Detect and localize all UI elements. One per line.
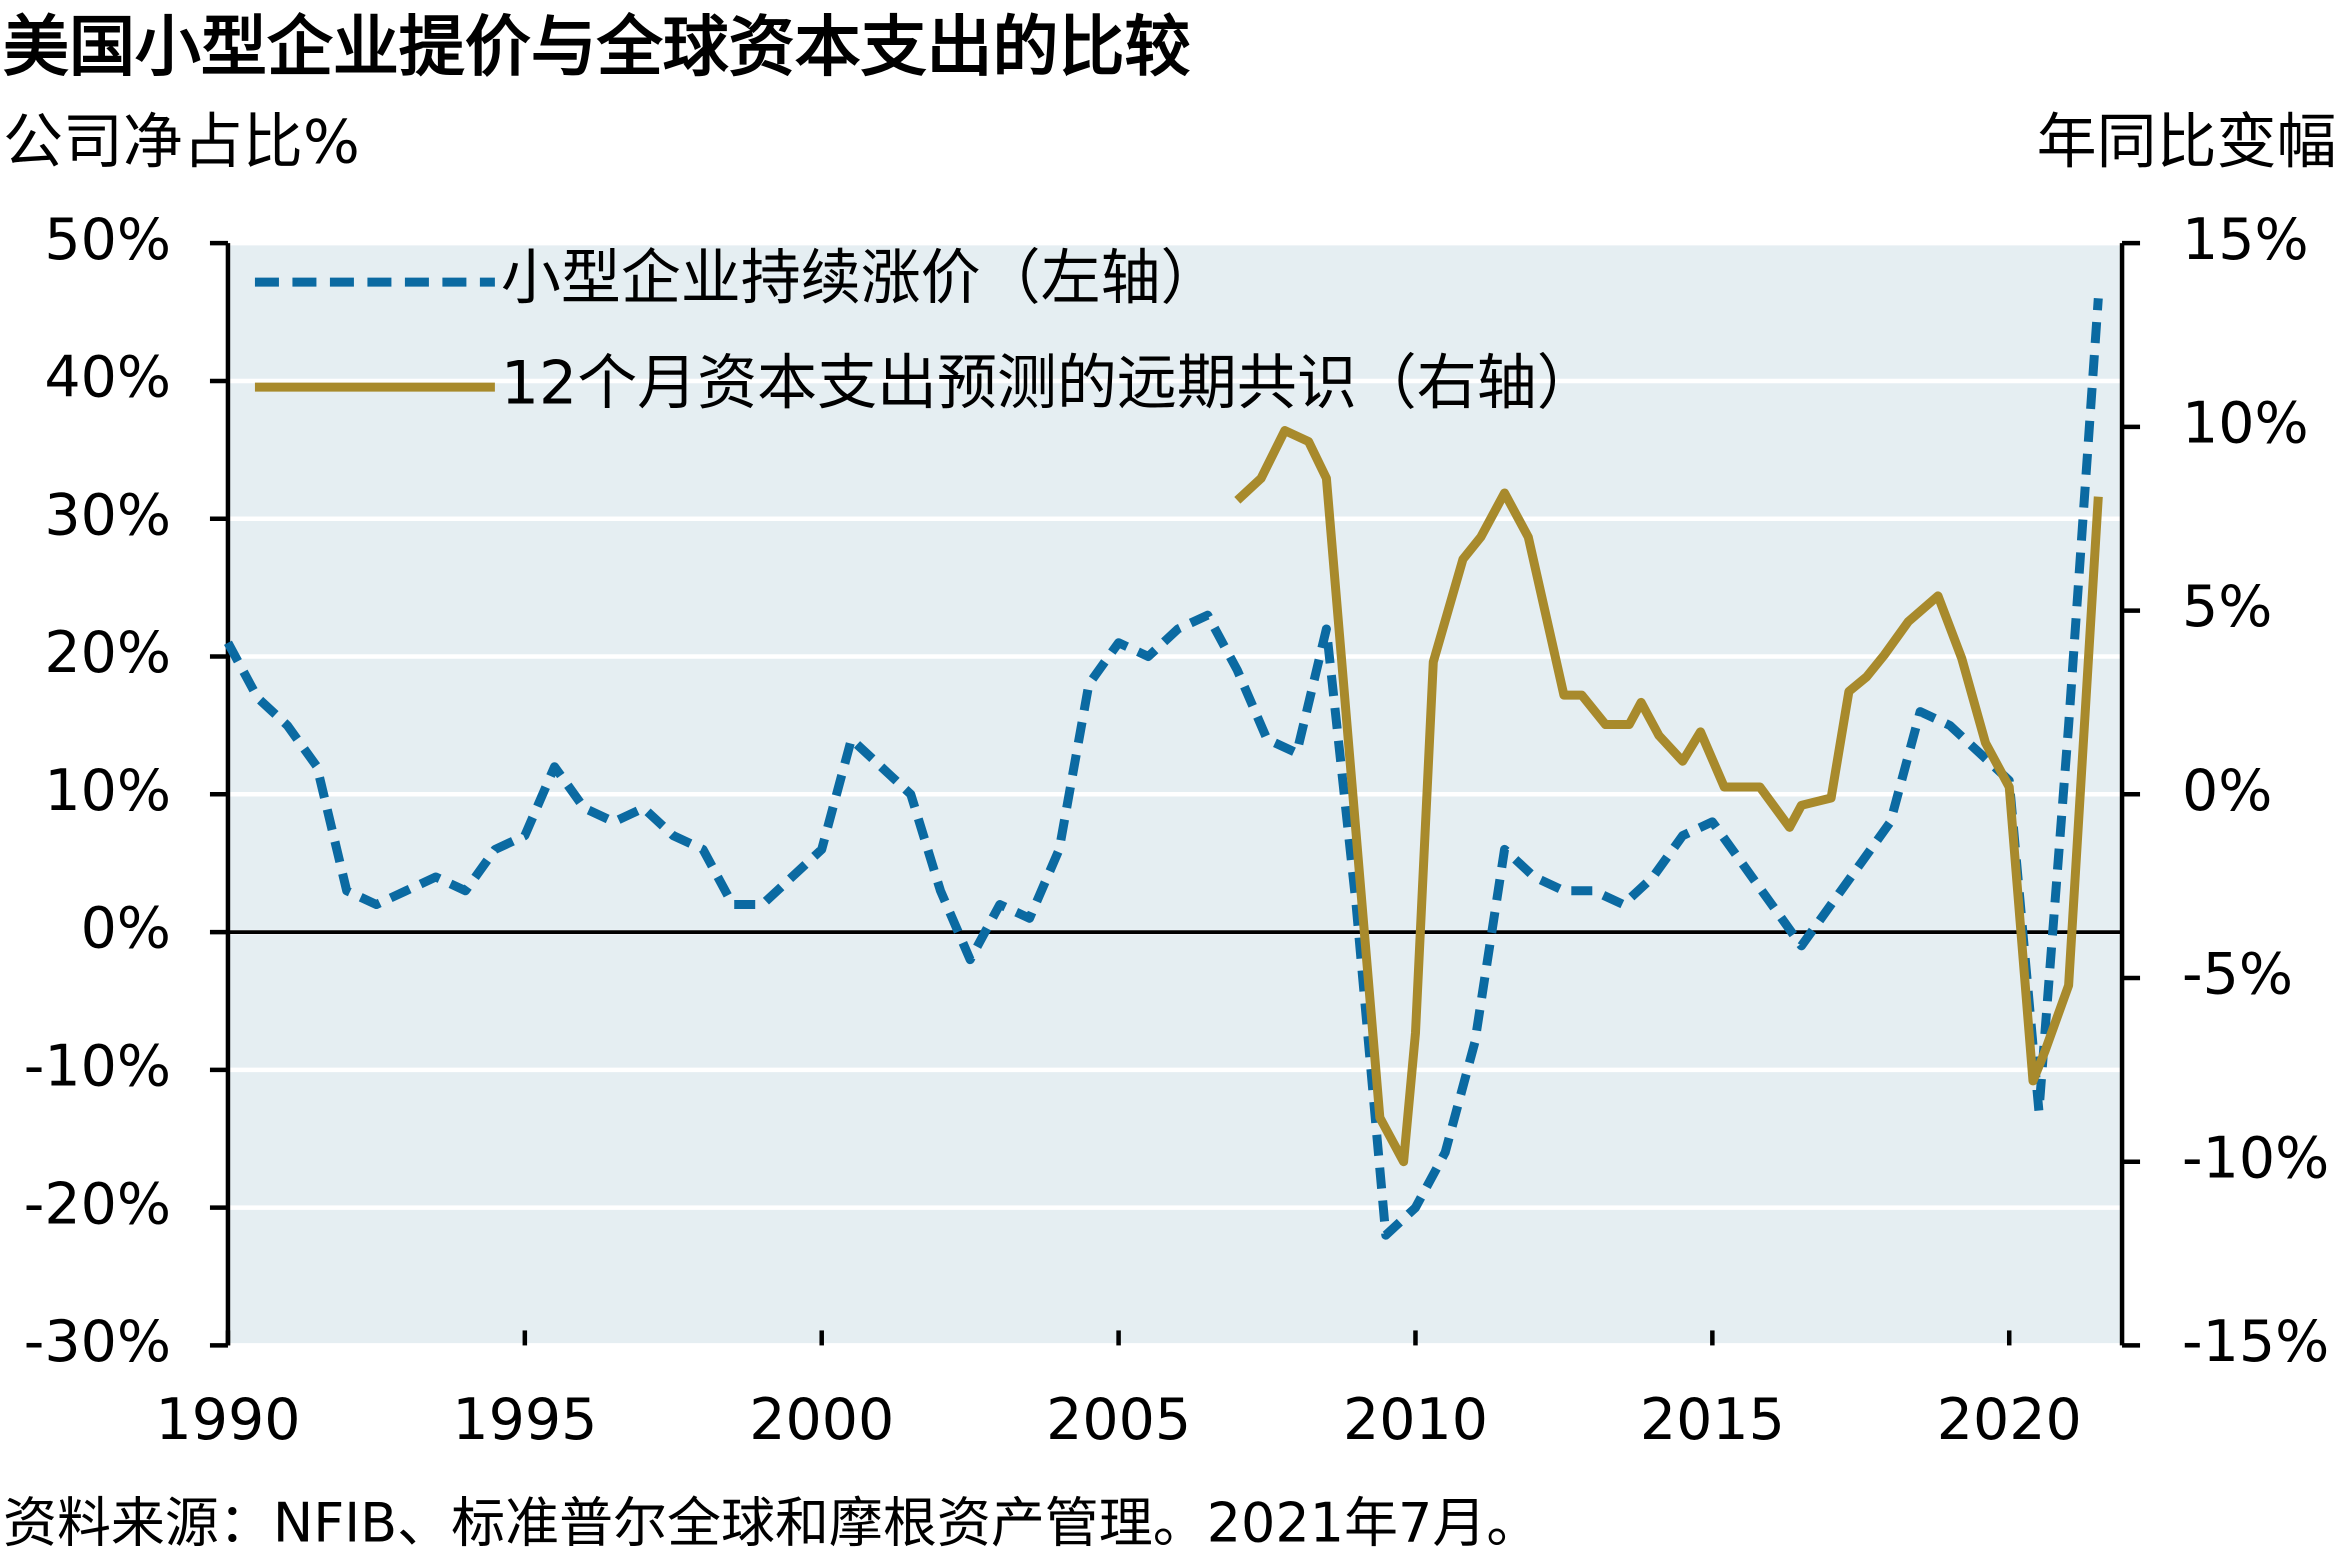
- x-tick-label: 1990: [155, 1387, 300, 1453]
- series-line: [1234, 426, 2103, 1167]
- x-tick-label: 2000: [749, 1387, 894, 1453]
- x-tick-label: 2010: [1343, 1387, 1488, 1453]
- source-note: 资料来源：NFIB、标准普尔全球和摩根资产管理。2021年7月。: [3, 1492, 1540, 1555]
- legend-label: 12个月资本支出预测的远期共识（右轴）: [501, 349, 1597, 419]
- y2-tick-label: 0%: [2182, 758, 2272, 824]
- y-tick-label: -20%: [24, 1171, 171, 1237]
- x-tick-label: 2005: [1046, 1387, 1191, 1453]
- y-tick-label: 0%: [81, 896, 171, 962]
- chart-title: 美国小型企业提价与全球资本支出的比较: [3, 8, 1190, 85]
- y-tick-label: -30%: [24, 1309, 171, 1375]
- y2-tick-label: -15%: [2182, 1309, 2329, 1375]
- y2-axis-label: 年同比变幅: [2037, 107, 2337, 177]
- legend-label: 小型企业持续涨价（左轴）: [501, 244, 1221, 314]
- x-tick-label: 2020: [1937, 1387, 2082, 1453]
- y-axis-label: 公司净占比%: [3, 107, 360, 177]
- y2-tick-label: -10%: [2182, 1125, 2329, 1191]
- y-tick-label: 30%: [44, 482, 171, 548]
- y2-tick-label: -5%: [2182, 942, 2293, 1008]
- x-tick-label: 2015: [1640, 1387, 1785, 1453]
- y2-tick-label: 10%: [2182, 391, 2309, 457]
- y-tick-label: 50%: [44, 207, 171, 273]
- y-tick-label: 40%: [44, 345, 171, 411]
- y-tick-label: -10%: [24, 1033, 171, 1099]
- x-tick-label: 1995: [452, 1387, 597, 1453]
- y-tick-label: 10%: [44, 758, 171, 824]
- y-tick-label: 20%: [44, 620, 171, 686]
- series-line: [223, 297, 2103, 1240]
- y2-tick-label: 15%: [2182, 207, 2309, 273]
- y2-tick-label: 5%: [2182, 574, 2272, 640]
